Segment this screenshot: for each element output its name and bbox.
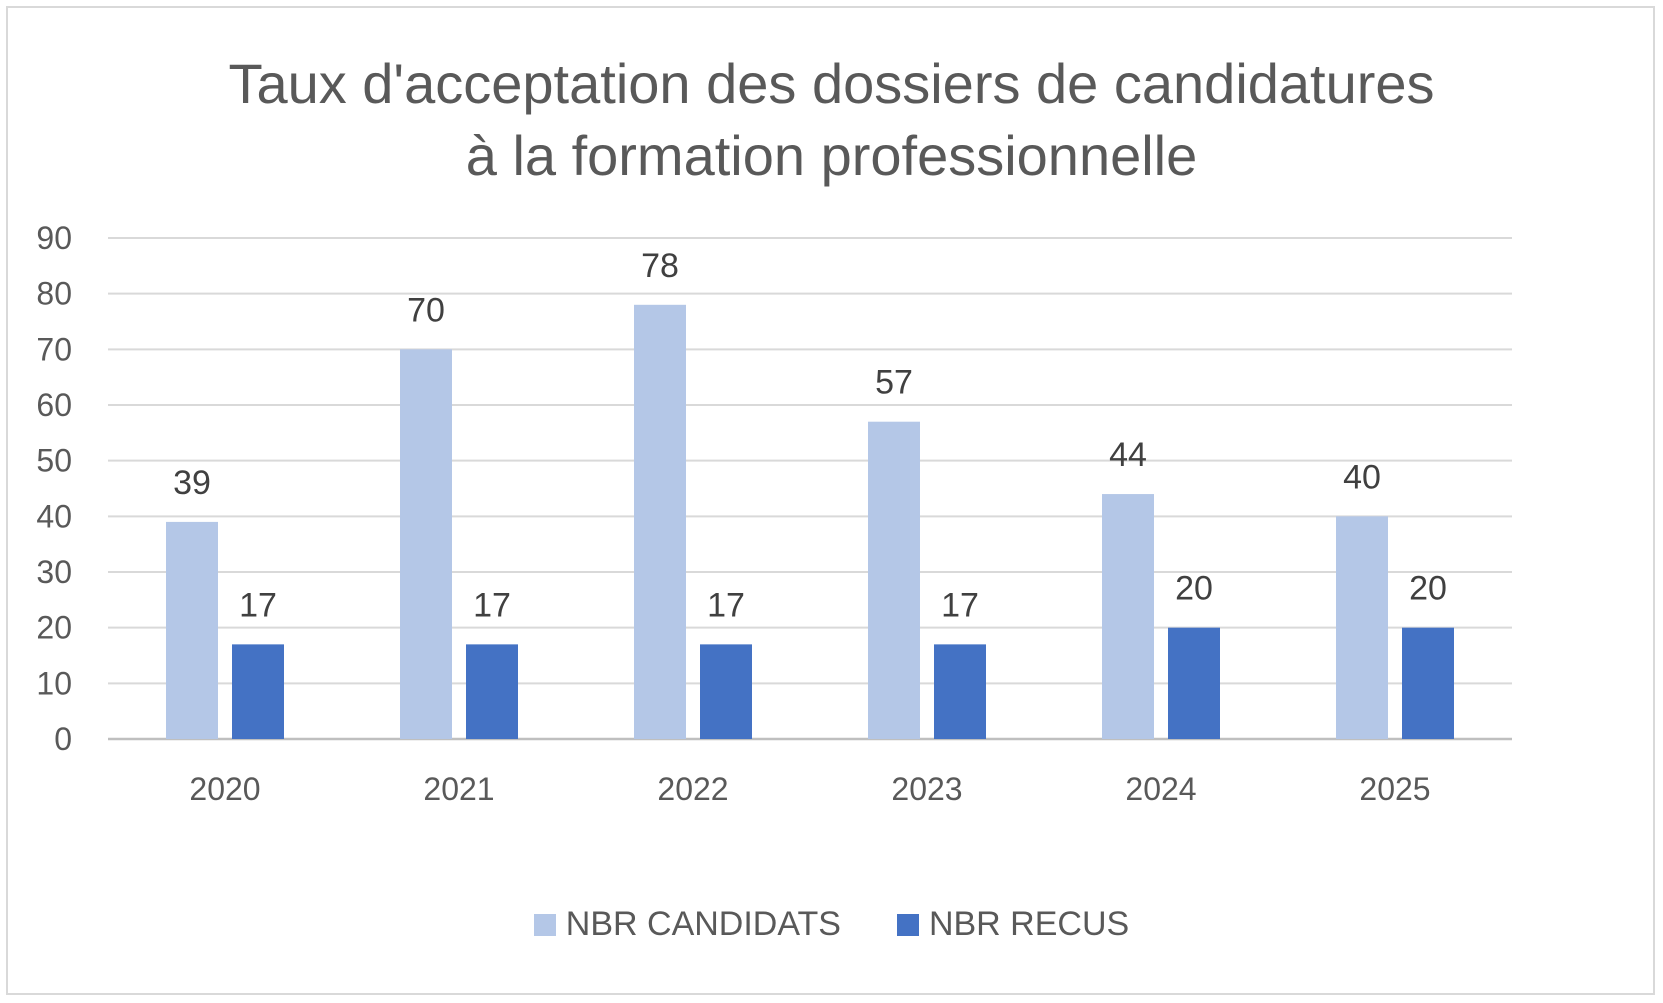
gridlines xyxy=(108,237,1512,741)
bar-nbr-candidats-2022[interactable] xyxy=(634,304,686,739)
y-tick-label-0: 0 xyxy=(54,721,72,757)
legend-item-candidats[interactable]: NBR CANDIDATS xyxy=(533,905,841,944)
y-tick-label-40: 40 xyxy=(36,498,72,534)
data-labels: 39 17 70 17 78 17 57 17 44 20 40 20 xyxy=(173,247,1447,625)
data-label-nbr-recus-2020: 17 xyxy=(239,586,277,624)
y-tick-label-50: 50 xyxy=(36,443,72,479)
bar-nbr-recus-2025[interactable] xyxy=(1402,627,1454,739)
y-tick-label-80: 80 xyxy=(36,276,72,312)
data-label-nbr-candidats-2025: 40 xyxy=(1343,458,1381,496)
data-label-nbr-candidats-2022: 78 xyxy=(641,247,679,285)
chart-title-line-2: à la formation professionnelle xyxy=(465,124,1198,187)
data-label-nbr-recus-2025: 20 xyxy=(1409,570,1447,608)
legend: NBR CANDIDATS NBR RECUS xyxy=(0,905,1663,944)
x-tick-label-2020: 2020 xyxy=(189,771,260,807)
bar-nbr-recus-2023[interactable] xyxy=(934,644,986,739)
bar-nbr-candidats-2021[interactable] xyxy=(400,349,452,739)
y-axis-ticks: 0 10 20 30 40 50 60 70 80 90 xyxy=(36,220,72,757)
chart-title: Taux d'acceptation des dossiers de candi… xyxy=(0,48,1663,192)
data-label-nbr-recus-2024: 20 xyxy=(1175,570,1213,608)
legend-swatch-recus xyxy=(896,913,919,936)
x-tick-label-2024: 2024 xyxy=(1125,771,1196,807)
y-tick-label-90: 90 xyxy=(36,220,72,256)
y-tick-label-60: 60 xyxy=(36,387,72,423)
data-label-nbr-candidats-2021: 70 xyxy=(407,291,445,329)
bar-nbr-recus-2022[interactable] xyxy=(700,644,752,739)
x-tick-label-2021: 2021 xyxy=(423,771,494,807)
bar-nbr-candidats-2020[interactable] xyxy=(166,521,218,739)
bar-nbr-recus-2021[interactable] xyxy=(466,644,518,739)
legend-item-recus[interactable]: NBR RECUS xyxy=(896,905,1130,944)
chart-title-line-1: Taux d'acceptation des dossiers de candi… xyxy=(228,52,1435,115)
x-axis-ticks: 2020 2021 2022 2023 2024 2025 xyxy=(189,771,1430,807)
x-tick-label-2023: 2023 xyxy=(891,771,962,807)
x-tick-label-2025: 2025 xyxy=(1359,771,1430,807)
data-label-nbr-candidats-2024: 44 xyxy=(1109,436,1147,474)
data-label-nbr-candidats-2020: 39 xyxy=(173,464,211,502)
bar-nbr-candidats-2024[interactable] xyxy=(1102,494,1154,739)
bar-nbr-candidats-2025[interactable] xyxy=(1336,516,1388,739)
chart-frame xyxy=(6,6,1655,995)
x-tick-label-2022: 2022 xyxy=(657,771,728,807)
legend-label-candidats: NBR CANDIDATS xyxy=(565,905,841,943)
bar-nbr-recus-2020[interactable] xyxy=(232,644,284,739)
data-label-nbr-candidats-2023: 57 xyxy=(875,364,913,402)
data-label-nbr-recus-2021: 17 xyxy=(473,586,511,624)
y-tick-label-30: 30 xyxy=(36,554,72,590)
legend-swatch-candidats xyxy=(533,913,556,936)
data-label-nbr-recus-2023: 17 xyxy=(941,586,979,624)
data-label-nbr-recus-2022: 17 xyxy=(707,586,745,624)
y-tick-label-10: 10 xyxy=(36,665,72,701)
bar-nbr-candidats-2023[interactable] xyxy=(868,421,920,739)
y-tick-label-70: 70 xyxy=(36,331,72,367)
y-tick-label-20: 20 xyxy=(36,610,72,646)
legend-label-recus: NBR RECUS xyxy=(928,905,1130,943)
bars xyxy=(166,304,1454,739)
bar-nbr-recus-2024[interactable] xyxy=(1168,627,1220,739)
